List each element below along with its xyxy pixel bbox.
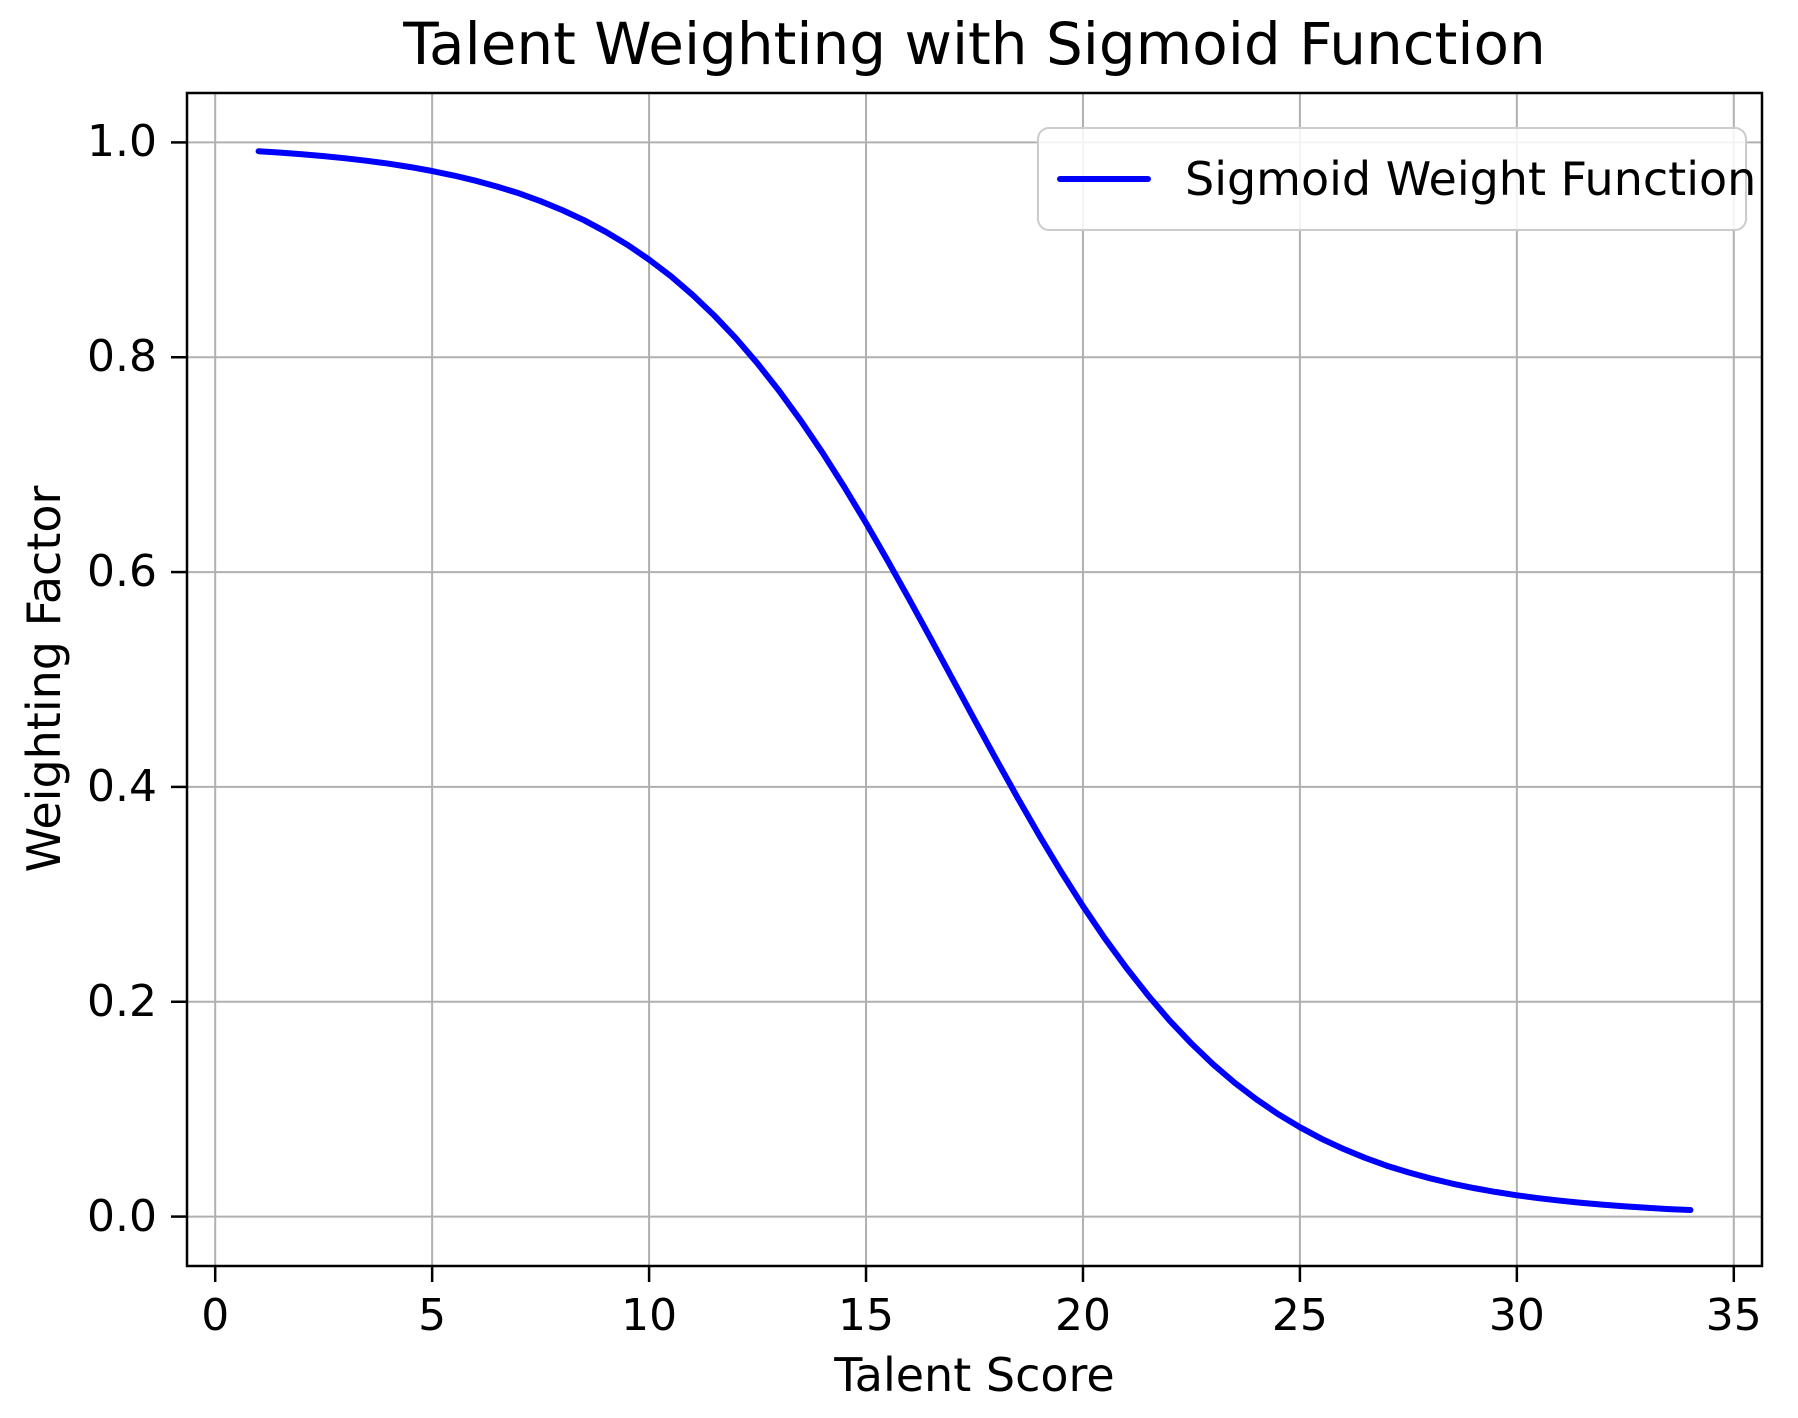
x-tick-label: 35: [1705, 1290, 1762, 1341]
x-tick-label: 5: [418, 1290, 447, 1341]
x-tick-label: 0: [201, 1290, 230, 1341]
y-tick-label: 0.2: [87, 975, 157, 1027]
x-tick-label: 10: [621, 1290, 678, 1341]
x-tick-label: 15: [838, 1290, 895, 1341]
sigmoid-curve: [255, 148, 1694, 1213]
y-tick-label: 0.4: [87, 760, 157, 812]
y-tick-label: 0.6: [87, 546, 157, 598]
x-axis-label: Talent Score: [834, 1348, 1115, 1402]
plot-border: [185, 91, 1764, 1268]
y-tick-label: 1.0: [87, 116, 157, 168]
legend-line-sample: [1057, 176, 1151, 182]
x-tick-label: 20: [1054, 1290, 1111, 1341]
x-tick-label: 25: [1271, 1290, 1328, 1341]
y-tick-label: 0.0: [87, 1190, 157, 1242]
y-axis-label: Weighting Factor: [17, 485, 71, 873]
legend: Sigmoid Weight Function: [1037, 127, 1756, 231]
y-tick-label: 0.8: [87, 331, 157, 383]
x-tick-label: 30: [1488, 1290, 1545, 1341]
legend-label: Sigmoid Weight Function: [1185, 152, 1757, 206]
chart-title: Talent Weighting with Sigmoid Function: [403, 10, 1546, 78]
